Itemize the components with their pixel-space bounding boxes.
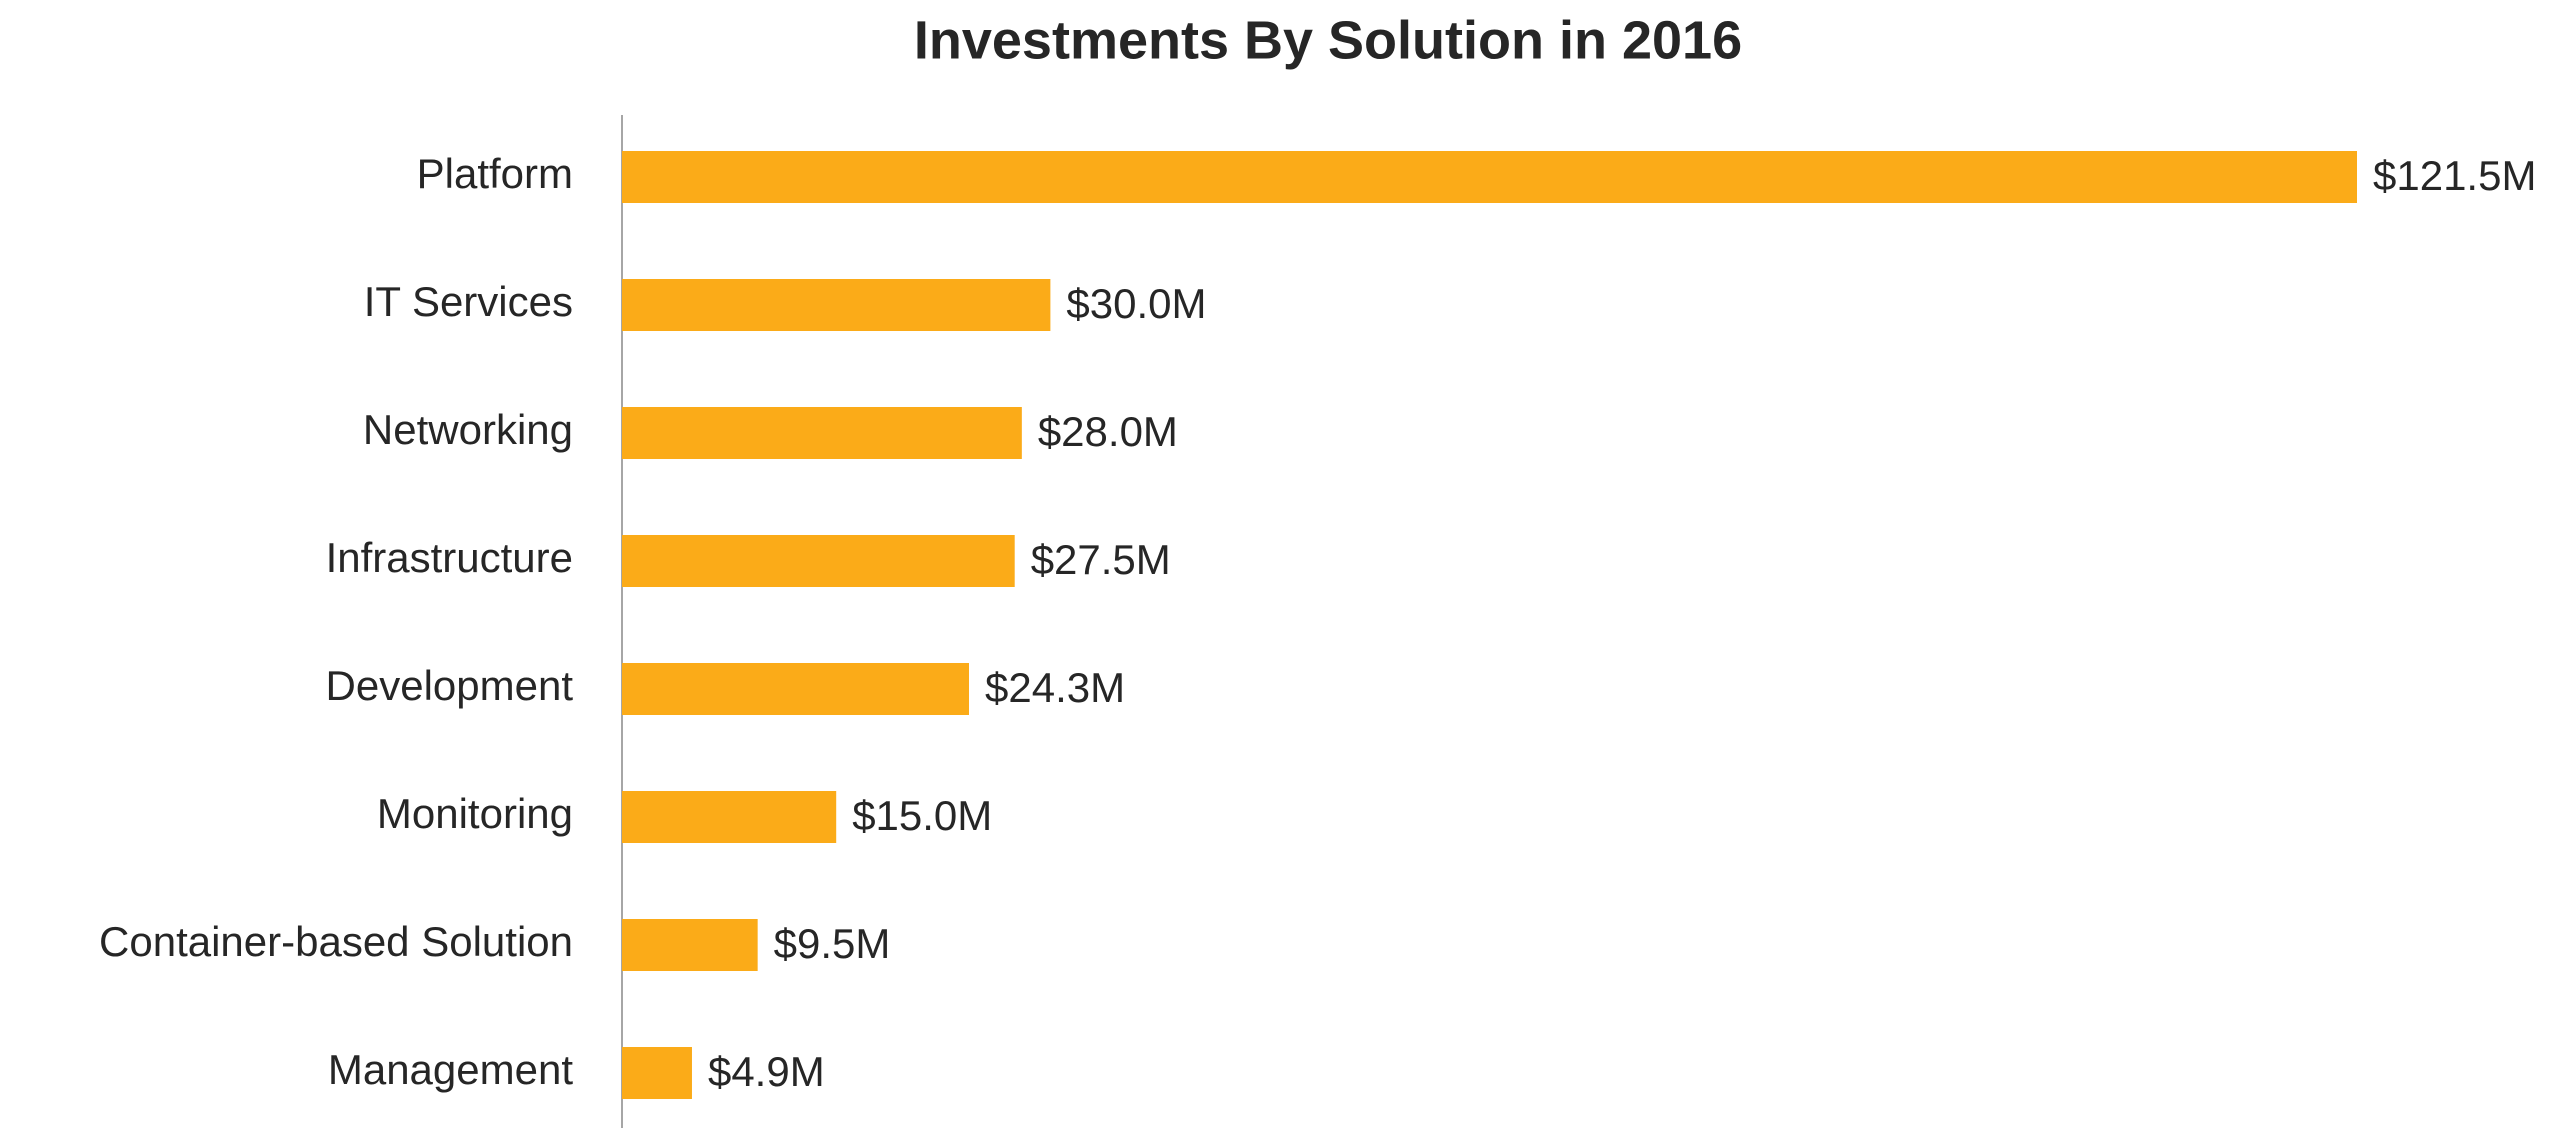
category-label: IT Services	[364, 278, 573, 325]
value-label: $30.0M	[1066, 280, 1206, 327]
bar	[622, 407, 1022, 459]
category-label: Management	[328, 1046, 573, 1093]
bar	[622, 1047, 692, 1099]
category-label: Platform	[417, 150, 573, 197]
value-label: $9.5M	[774, 920, 891, 967]
category-label: Networking	[363, 406, 573, 453]
category-label: Development	[326, 662, 574, 709]
bar	[622, 151, 2357, 203]
bar	[622, 279, 1051, 331]
category-label: Container-based Solution	[99, 918, 573, 965]
value-label: $28.0M	[1038, 408, 1178, 455]
bar	[622, 535, 1015, 587]
category-label: Infrastructure	[326, 534, 573, 581]
bar	[622, 663, 969, 715]
category-label: Monitoring	[377, 790, 573, 837]
value-label: $4.9M	[708, 1048, 825, 1095]
bar	[622, 919, 758, 971]
bar	[622, 791, 837, 843]
value-label: $15.0M	[852, 792, 992, 839]
value-label: $121.5M	[2373, 152, 2536, 199]
value-label: $27.5M	[1031, 536, 1171, 583]
chart-title: Investments By Solution in 2016	[914, 10, 1742, 70]
value-label: $24.3M	[985, 664, 1125, 711]
